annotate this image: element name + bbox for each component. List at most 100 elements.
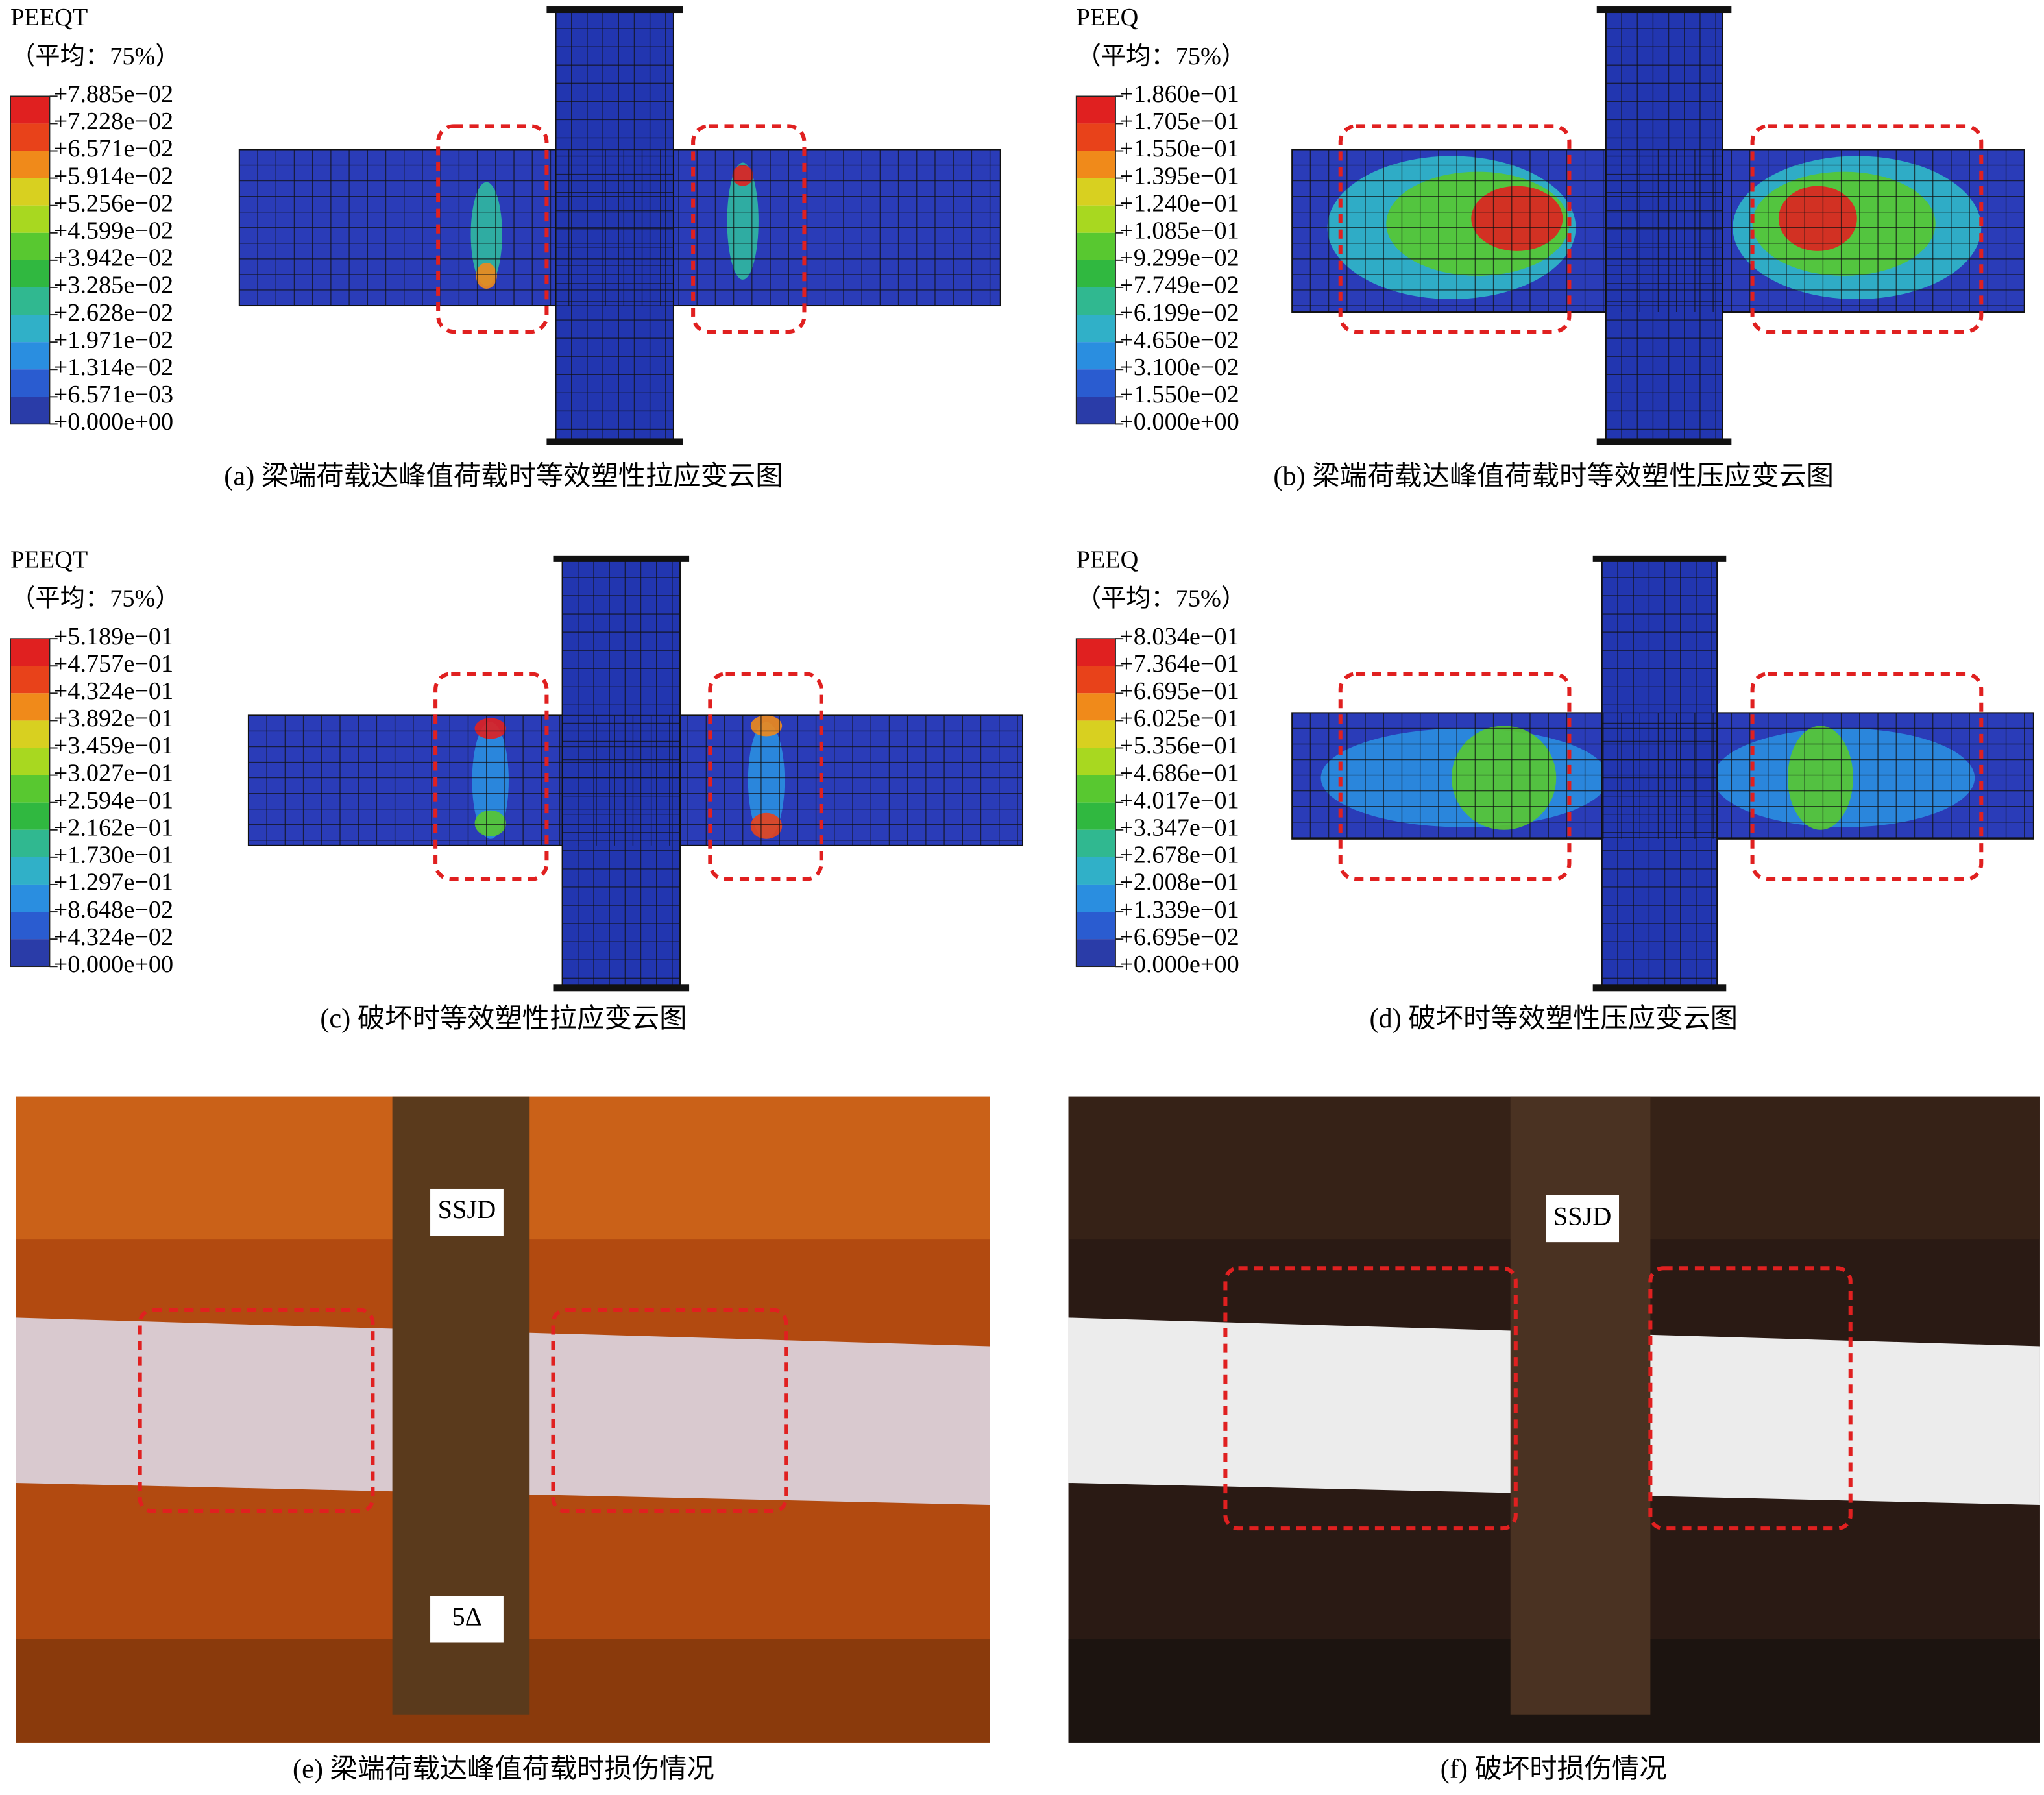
legend-label: +0.000e+00: [1119, 408, 1239, 435]
legend-band: [10, 829, 50, 857]
legend-label: +7.749e−02: [1119, 272, 1239, 299]
legend-band: [10, 802, 50, 830]
legend-label: +1.971e−02: [54, 326, 174, 354]
legend-label: +0.000e+00: [54, 951, 174, 978]
legend-label: +4.650e−02: [1119, 326, 1239, 354]
highlight-box: [1338, 672, 1572, 881]
highlight-box: [551, 1308, 788, 1514]
legend-title: PEEQ: [1077, 546, 1139, 574]
legend-label: +4.599e−02: [54, 217, 174, 245]
legend-band: [1076, 639, 1116, 666]
legend-band: [10, 912, 50, 940]
flange: [1592, 555, 1727, 562]
highlight-box: [708, 672, 823, 881]
legend-band: [1076, 720, 1116, 748]
caption: (a) 梁端荷载达峰值荷载时等效塑性拉应变云图: [224, 461, 783, 491]
highlight-box: [138, 1308, 375, 1514]
highlight-box: [433, 672, 549, 881]
legend-subtitle: （平均：75%）: [10, 585, 180, 613]
legend-label: +8.648e−02: [54, 896, 174, 923]
legend-subtitle: （平均：75%）: [1077, 585, 1247, 613]
column: [561, 558, 681, 990]
legend-label: +6.695e−01: [1119, 678, 1239, 705]
legend-band: [1076, 205, 1116, 233]
legend-band: [10, 287, 50, 315]
legend-label: +6.025e−01: [1119, 705, 1239, 732]
legend-label: +3.285e−02: [54, 272, 174, 299]
legend-label: +4.324e−01: [54, 678, 174, 705]
legend-band: [1076, 857, 1116, 885]
legend-band: [10, 666, 50, 694]
contour-zone: [476, 262, 497, 289]
legend-label: +6.199e−02: [1119, 299, 1239, 326]
legend-label: +7.228e−02: [54, 108, 174, 135]
contour-zone: [1471, 186, 1563, 251]
legend-label: +1.860e−01: [1119, 80, 1239, 108]
legend-label: +3.942e−02: [54, 245, 174, 272]
legend-label: +1.705e−01: [1119, 108, 1239, 135]
highlight-box: [1648, 1266, 1853, 1531]
legend-band: [10, 693, 50, 721]
flange: [553, 984, 690, 992]
legend-band: [1076, 315, 1116, 343]
flange: [1596, 438, 1732, 445]
caption: (f) 破坏时损伤情况: [1441, 1754, 1667, 1785]
flange: [1592, 984, 1727, 992]
legend-band: [1076, 829, 1116, 857]
flange: [546, 438, 683, 445]
highlight-box: [1338, 124, 1572, 334]
legend-label: +5.189e−01: [54, 623, 174, 650]
legend-label: +1.550e−01: [1119, 135, 1239, 162]
legend-label: +7.364e−01: [1119, 650, 1239, 678]
legend-label: +1.730e−01: [54, 842, 174, 869]
legend-label: +1.297e−01: [54, 869, 174, 896]
legend-band: [1076, 884, 1116, 912]
legend-label: +6.695e−02: [1119, 923, 1239, 951]
legend-label: +1.314e−02: [54, 354, 174, 381]
legend-label: +2.594e−01: [54, 787, 174, 814]
legend-band: [10, 342, 50, 370]
legend-title: PEEQ: [1077, 4, 1139, 31]
legend-band: [1076, 287, 1116, 315]
column: [555, 10, 674, 443]
legend-title: PEEQT: [10, 546, 88, 574]
legend-subtitle: （平均：75%）: [10, 43, 180, 70]
legend-band: [1076, 342, 1116, 370]
legend-label: +5.356e−01: [1119, 732, 1239, 759]
legend-band: [1076, 178, 1116, 206]
legend-band: [1076, 775, 1116, 803]
column: [1601, 558, 1718, 990]
contour-zone: [474, 718, 506, 739]
legend-label: +1.550e−02: [1119, 381, 1239, 408]
caption: (d) 破坏时等效塑性压应变云图: [1369, 1003, 1738, 1034]
legend-label: +2.162e−01: [54, 814, 174, 842]
legend-band: [10, 315, 50, 343]
legend-band: [10, 151, 50, 178]
legend-label: +6.571e−02: [54, 135, 174, 162]
photo-label-box: [430, 1596, 504, 1643]
legend-band: [1076, 912, 1116, 940]
legend-band: [10, 232, 50, 260]
legend-band: [1076, 123, 1116, 151]
legend-label: +2.628e−02: [54, 299, 174, 326]
legend-label: +3.892e−01: [54, 705, 174, 732]
legend-band: [10, 205, 50, 233]
flange: [1596, 6, 1732, 14]
legend-band: [1076, 666, 1116, 694]
contour-zone: [732, 165, 753, 186]
legend-band: [1076, 96, 1116, 124]
highlight-box: [691, 124, 807, 334]
legend-label: +8.034e−01: [1119, 623, 1239, 650]
legend-band: [10, 720, 50, 748]
legend-band: [1076, 369, 1116, 397]
legend-label: +5.256e−02: [54, 190, 174, 217]
legend-band: [1076, 748, 1116, 775]
legend-label: +1.085e−01: [1119, 217, 1239, 245]
contour-zone: [470, 182, 502, 286]
legend-band: [10, 397, 50, 424]
contour-zone: [472, 722, 509, 839]
legend-band: [1076, 151, 1116, 178]
legend-label: +6.571e−03: [54, 381, 174, 408]
photo-label: SSJD: [438, 1195, 496, 1224]
legend-band: [1076, 397, 1116, 424]
